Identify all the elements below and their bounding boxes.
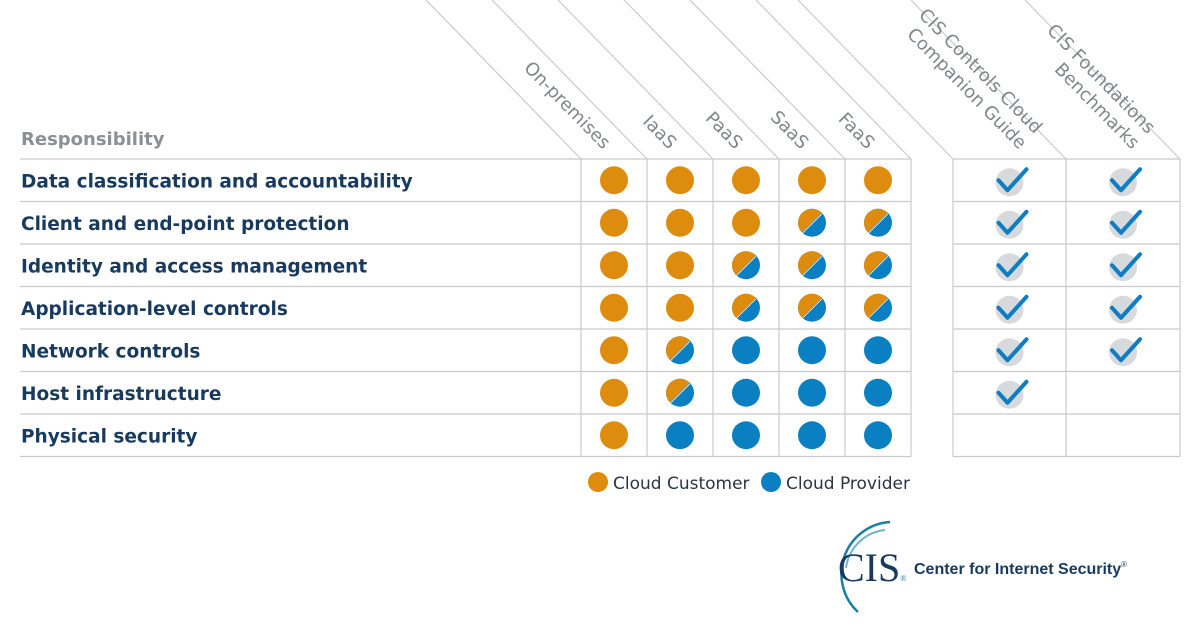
shared-responsibility-dot: [864, 251, 892, 280]
header-diagonal: [755, 0, 912, 160]
table-row: Physical security: [21, 421, 892, 450]
customer-dot: [666, 251, 694, 280]
legend: Cloud Customer Cloud Provider: [588, 472, 910, 494]
check-icon: [995, 209, 1029, 239]
provider-dot: [732, 378, 760, 407]
column-header: SaaS: [766, 107, 812, 154]
column-header: IaaS: [638, 111, 680, 153]
customer-legend-dot: [588, 472, 608, 492]
shared-responsibility-dot: [732, 251, 760, 280]
cis-logo: CIS®Center for Internet Security®: [838, 520, 1127, 613]
shared-responsibility-dot: [798, 208, 826, 237]
logo-mark-text: CIS®: [838, 545, 906, 590]
row-label: Host infrastructure: [21, 384, 221, 405]
customer-dot: [600, 208, 628, 237]
shared-responsibility-dot: [666, 336, 694, 365]
header-diagonal: [797, 0, 954, 160]
column-header-line1: CIS Controls Cloud: [914, 5, 1046, 139]
logo-name-text: Center for Internet Security®: [914, 560, 1127, 578]
customer-dot: [600, 378, 628, 407]
header-diagonal: [425, 0, 582, 160]
logo-registered: ®: [900, 574, 906, 583]
table-row: Network controls: [21, 336, 1142, 367]
column-header: PaaS: [701, 108, 747, 154]
logo-name: Center for Internet Security: [914, 561, 1121, 578]
header-diagonal: [623, 0, 780, 160]
legend-customer: Cloud Customer: [613, 474, 750, 494]
customer-dot: [600, 293, 628, 322]
logo-name-registered: ®: [1121, 560, 1127, 569]
shared-responsibility-dot: [864, 208, 892, 237]
table-row: Client and end-point protection: [21, 208, 1142, 239]
column-header: On-premises: [520, 58, 615, 154]
check-icon: [1109, 337, 1142, 367]
check-icon: [995, 167, 1029, 197]
row-label: Identity and access management: [21, 256, 367, 277]
header-diagonal: [689, 0, 846, 160]
column-header: FaaS: [834, 109, 879, 154]
shared-responsibility-dot: [732, 293, 760, 322]
customer-dot: [732, 208, 760, 237]
customer-dot: [666, 208, 694, 237]
table-row: Host infrastructure: [21, 378, 1029, 409]
check-icon: [995, 379, 1029, 409]
provider-dot: [732, 336, 760, 365]
customer-dot: [798, 166, 826, 195]
logo-arc: [845, 529, 886, 569]
legend-provider: Cloud Provider: [786, 474, 910, 494]
provider-dot: [732, 421, 760, 450]
shared-responsibility-dot: [864, 293, 892, 322]
header-diagonal: [557, 0, 714, 160]
customer-dot: [864, 166, 892, 195]
header-diagonal: [1024, 0, 1181, 160]
row-label: Network controls: [21, 341, 200, 362]
row-label: Data classification and accountability: [21, 171, 413, 192]
provider-dot: [864, 336, 892, 365]
table-row: Application-level controls: [21, 293, 1142, 324]
grid: [20, 0, 1181, 458]
row-label: Client and end-point protection: [21, 214, 349, 235]
check-icon: [1109, 252, 1142, 282]
provider-dot: [798, 378, 826, 407]
table-row: Identity and access management: [21, 251, 1142, 282]
check-icon: [995, 337, 1029, 367]
row-label: Physical security: [21, 426, 197, 447]
responsibility-header: Responsibility: [21, 129, 165, 150]
provider-dot: [666, 421, 694, 450]
provider-dot: [798, 336, 826, 365]
check-icon: [995, 294, 1029, 324]
shared-responsibility-dot: [798, 251, 826, 280]
check-icon: [1109, 167, 1142, 197]
table-row: Data classification and accountability: [21, 166, 1142, 197]
shared-responsibility-dot: [666, 378, 694, 407]
provider-dot: [864, 378, 892, 407]
check-icon: [995, 252, 1029, 282]
customer-dot: [666, 166, 694, 195]
row-label: Application-level controls: [21, 299, 288, 320]
customer-dot: [600, 336, 628, 365]
provider-dot: [864, 421, 892, 450]
customer-dot: [666, 293, 694, 322]
header-diagonal: [910, 0, 1067, 160]
logo-mark: CIS: [838, 545, 900, 590]
logo-arc: [840, 520, 891, 613]
check-icon: [1109, 209, 1142, 239]
customer-dot: [600, 251, 628, 280]
check-icon: [1109, 294, 1142, 324]
provider-legend-dot: [761, 472, 781, 492]
customer-dot: [600, 421, 628, 450]
provider-dot: [798, 421, 826, 450]
customer-dot: [600, 166, 628, 195]
customer-dot: [732, 166, 760, 195]
header-diagonal: [491, 0, 648, 160]
shared-responsibility-dot: [798, 293, 826, 322]
